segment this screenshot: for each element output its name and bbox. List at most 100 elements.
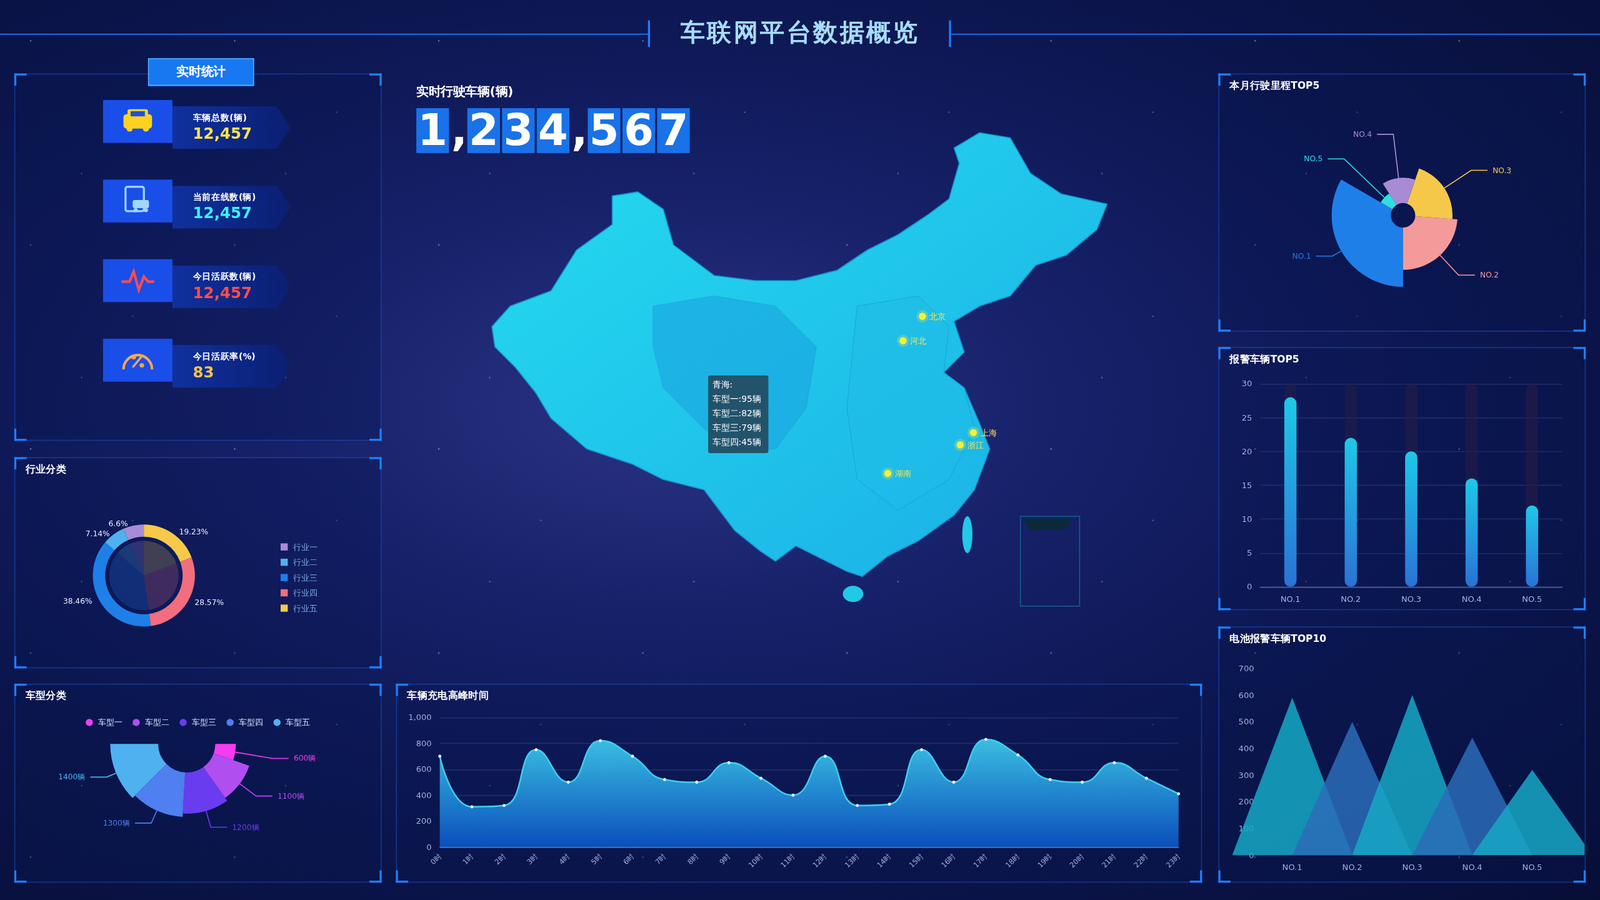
svg-text:2时: 2时 xyxy=(493,851,508,867)
html-text:行业分类: 行业分类 xyxy=(25,463,67,475)
html-text:12,457: 12,457 xyxy=(192,204,252,223)
svg-text:6.6%: 6.6% xyxy=(108,519,128,529)
svg-text:4时: 4时 xyxy=(556,851,572,867)
svg-text:500: 500 xyxy=(1238,716,1255,727)
svg-text:NO.5: NO.5 xyxy=(1303,154,1323,164)
svg-text:8时: 8时 xyxy=(685,851,700,867)
html-text:83: 83 xyxy=(192,363,215,382)
svg-text:车型三:79辆: 车型三:79辆 xyxy=(712,422,762,433)
svg-text:行业二: 行业二 xyxy=(293,557,318,567)
svg-text:19时: 19时 xyxy=(1035,851,1054,870)
svg-text:23时: 23时 xyxy=(1164,851,1182,870)
html-text:1, 2 3 4, 5 6 7: 1, 2 3 4, 5 6 7 xyxy=(417,105,689,156)
svg-text:18时: 18时 xyxy=(1003,851,1022,870)
svg-text:10时: 10时 xyxy=(746,851,765,870)
svg-text:16时: 16时 xyxy=(939,851,957,870)
svg-text:1400辆: 1400辆 xyxy=(58,772,85,782)
svg-text:30: 30 xyxy=(1241,378,1253,389)
svg-text:1时: 1时 xyxy=(460,851,475,867)
html-text:车辆充电高峰时间: 车辆充电高峰时间 xyxy=(407,689,489,701)
svg-text:600: 600 xyxy=(416,764,432,774)
svg-text:行业五: 行业五 xyxy=(293,603,318,614)
svg-text:10: 10 xyxy=(1241,514,1253,524)
svg-text:行业三: 行业三 xyxy=(293,573,318,583)
html-text:实时行驶车辆(辆): 实时行驶车辆(辆) xyxy=(416,84,514,99)
svg-text:NO.3: NO.3 xyxy=(1492,166,1512,175)
svg-text:NO.3: NO.3 xyxy=(1401,594,1422,604)
svg-text:11时: 11时 xyxy=(778,851,797,870)
svg-text:NO.1: NO.1 xyxy=(1292,251,1312,261)
svg-text:车型五: 车型五 xyxy=(285,717,310,727)
svg-text:38.46%: 38.46% xyxy=(63,596,93,606)
svg-text:7时: 7时 xyxy=(653,851,669,867)
svg-text:北京: 北京 xyxy=(929,311,946,322)
svg-text:NO.4: NO.4 xyxy=(1461,594,1482,604)
svg-text:青海:: 青海: xyxy=(712,379,734,390)
svg-text:600辆: 600辆 xyxy=(293,753,316,763)
svg-text:行业四: 行业四 xyxy=(293,588,318,598)
html-text:12,457: 12,457 xyxy=(192,124,252,143)
html-text:车联网平台数据概览: 车联网平台数据概览 xyxy=(680,18,920,47)
svg-text:车型三: 车型三 xyxy=(191,717,217,727)
svg-text:NO.2: NO.2 xyxy=(1340,594,1361,604)
svg-text:800: 800 xyxy=(416,738,432,749)
svg-text:20时: 20时 xyxy=(1068,851,1086,870)
html-text:12,457: 12,457 xyxy=(192,283,252,303)
svg-text:NO.4: NO.4 xyxy=(1353,130,1372,139)
html-text:车型分类: 车型分类 xyxy=(25,689,67,701)
svg-text:9时: 9时 xyxy=(717,851,732,867)
svg-text:28.57%: 28.57% xyxy=(194,598,224,607)
svg-text:300: 300 xyxy=(1238,770,1255,780)
svg-text:浙江: 浙江 xyxy=(967,440,984,450)
html-text:本月行驶里程TOP5: 本月行驶里程TOP5 xyxy=(1229,79,1320,91)
svg-text:12时: 12时 xyxy=(810,851,829,870)
html-text:当前在线数(辆): 当前在线数(辆) xyxy=(192,191,256,203)
svg-text:河北: 河北 xyxy=(910,336,927,346)
html-text:实时统计: 实时统计 xyxy=(176,64,226,79)
svg-text:0: 0 xyxy=(426,842,432,852)
svg-text:湖南: 湖南 xyxy=(895,468,912,479)
svg-text:0: 0 xyxy=(1246,581,1252,592)
svg-text:14时: 14时 xyxy=(875,851,893,870)
svg-text:NO.2: NO.2 xyxy=(1480,270,1499,280)
svg-text:15: 15 xyxy=(1241,480,1253,490)
svg-text:NO.1: NO.1 xyxy=(1280,594,1301,604)
svg-text:21时: 21时 xyxy=(1100,851,1118,870)
svg-text:25: 25 xyxy=(1241,413,1253,423)
svg-text:行业一: 行业一 xyxy=(293,542,318,552)
svg-text:6时: 6时 xyxy=(621,851,636,867)
svg-text:15时: 15时 xyxy=(907,851,925,870)
svg-text:20: 20 xyxy=(1241,446,1253,457)
svg-text:车型一: 车型一 xyxy=(98,717,123,727)
svg-text:400: 400 xyxy=(416,790,432,800)
svg-text:17时: 17时 xyxy=(971,851,989,870)
svg-text:NO.1: NO.1 xyxy=(1282,862,1303,872)
svg-text:1200辆: 1200辆 xyxy=(231,823,259,832)
svg-text:1300辆: 1300辆 xyxy=(103,818,130,828)
svg-text:1,000: 1,000 xyxy=(408,712,432,722)
svg-text:NO.5: NO.5 xyxy=(1522,862,1543,872)
svg-text:NO.2: NO.2 xyxy=(1342,862,1363,872)
svg-text:200: 200 xyxy=(416,816,432,826)
svg-text:车型二: 车型二 xyxy=(145,717,170,727)
svg-text:700: 700 xyxy=(1238,663,1255,674)
svg-text:5: 5 xyxy=(1246,548,1252,558)
svg-text:车型四:45辆: 车型四:45辆 xyxy=(712,436,762,447)
svg-text:19.23%: 19.23% xyxy=(179,527,209,537)
svg-text:1100辆: 1100辆 xyxy=(277,791,305,801)
svg-text:7.14%: 7.14% xyxy=(85,529,110,539)
svg-text:22时: 22时 xyxy=(1131,851,1150,870)
svg-text:400: 400 xyxy=(1238,743,1255,754)
svg-text:车型二:82辆: 车型二:82辆 xyxy=(712,408,762,419)
svg-text:600: 600 xyxy=(1238,690,1255,700)
svg-text:5时: 5时 xyxy=(589,851,604,867)
svg-text:NO.4: NO.4 xyxy=(1462,862,1483,872)
svg-text:车型一:95辆: 车型一:95辆 xyxy=(712,393,762,404)
svg-text:上海: 上海 xyxy=(980,428,997,438)
svg-text:车型四: 车型四 xyxy=(238,717,264,727)
svg-text:NO.5: NO.5 xyxy=(1521,594,1542,604)
svg-text:3时: 3时 xyxy=(525,851,540,867)
svg-text:13时: 13时 xyxy=(843,851,861,870)
svg-text:0时: 0时 xyxy=(428,851,444,867)
svg-text:NO.3: NO.3 xyxy=(1402,862,1423,872)
